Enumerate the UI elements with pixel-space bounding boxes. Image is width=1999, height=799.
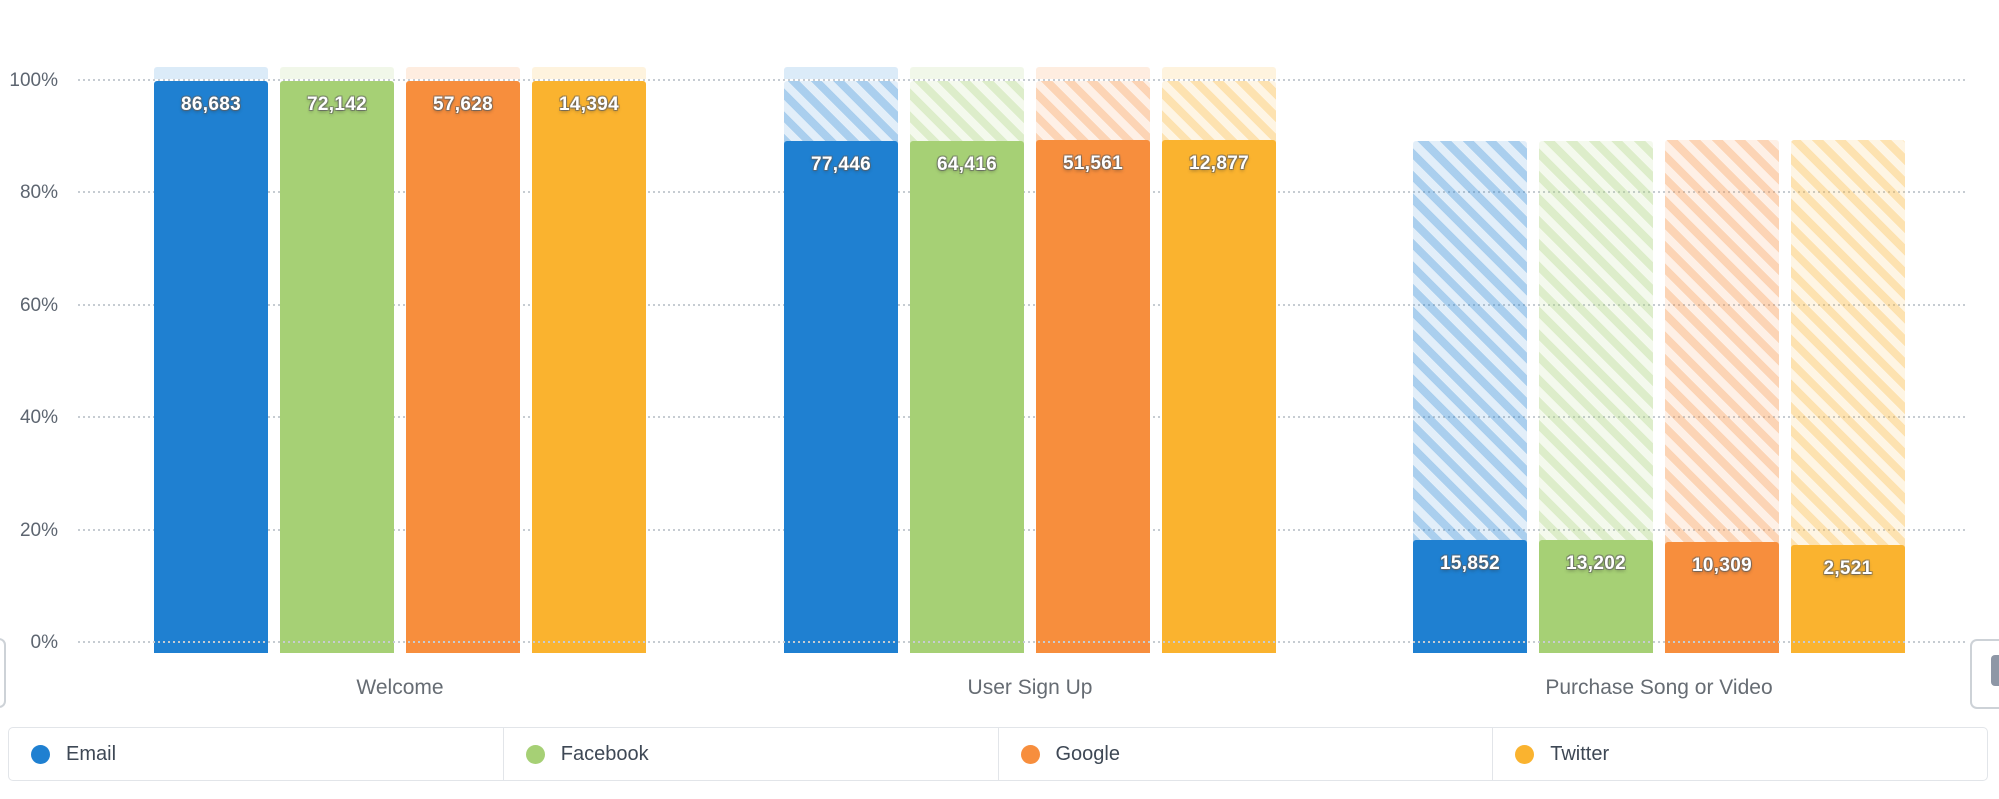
y-axis-tick-label: 80% [19,182,58,204]
bar-user-sign-up-facebook[interactable] [910,141,1024,653]
y-axis-tick-label: 20% [19,519,58,541]
bar-value-label-welcome-twitter: 14,394 [559,94,619,115]
bar-value-label-user-sign-up-facebook: 64,416 [937,154,997,176]
left-edge-scroll-button[interactable] [0,638,6,708]
y-axis-tick-label: 100% [9,70,58,91]
y-axis-tick-label: 40% [19,407,58,429]
drag-handle-icon [1991,655,1999,686]
bar-welcome-facebook[interactable] [280,81,394,653]
bar-dropoff-hatch-user-sign-up-google[interactable] [1036,81,1150,145]
bar-value-label-welcome-google: 57,628 [433,94,493,115]
bar-top-tint [1036,67,1150,79]
bar-dropoff-hatch-user-sign-up-email[interactable] [784,81,898,145]
bar-dropoff-hatch-user-sign-up-facebook[interactable] [910,81,1024,146]
bar-value-label-welcome-facebook: 72,142 [307,94,367,115]
bar-dropoff-hatch-user-sign-up-twitter[interactable] [1162,81,1276,145]
gridline [78,641,1968,643]
bar-value-label-welcome-email: 86,683 [181,94,241,115]
bar-purchase-song-or-video-twitter[interactable] [1791,544,1905,653]
bar-top-tint [280,67,394,79]
bar-top-tint [154,67,268,79]
bar-value-label-purchase-song-or-video-facebook: 13,202 [1566,553,1626,575]
legend-color-dot-icon [31,744,50,764]
bar-dropoff-hatch-purchase-song-or-video-facebook[interactable] [1539,141,1653,545]
bar-user-sign-up-google[interactable] [1036,140,1150,653]
legend-item-email[interactable]: Email [9,728,503,780]
legend-label: Email [66,742,117,765]
step-label-welcome: Welcome [356,676,444,699]
bar-purchase-song-or-video-email[interactable] [1413,540,1527,653]
legend-label: Twitter [1550,742,1610,765]
legend-item-twitter[interactable]: Twitter [1492,728,1987,780]
legend-color-dot-icon [1020,744,1040,764]
bar-purchase-song-or-video-facebook[interactable] [1539,540,1653,653]
bar-top-tint [1162,67,1276,79]
bar-welcome-twitter[interactable] [532,81,646,653]
bar-dropoff-hatch-purchase-song-or-video-google[interactable] [1665,140,1779,547]
bar-value-label-user-sign-up-twitter: 12,877 [1189,153,1249,175]
bar-welcome-google[interactable] [406,81,520,653]
bar-dropoff-hatch-purchase-song-or-video-twitter[interactable] [1791,140,1905,549]
bar-user-sign-up-email[interactable] [784,140,898,653]
bar-top-tint [784,67,898,79]
bar-value-label-user-sign-up-email: 77,446 [811,153,871,175]
bar-top-tint [910,67,1024,79]
bar-user-sign-up-twitter[interactable] [1162,140,1276,653]
y-axis-tick-label: 0% [30,632,58,653]
bar-welcome-email[interactable] [154,81,268,653]
bar-purchase-song-or-video-google[interactable] [1665,542,1779,653]
right-edge-scroll-button[interactable] [1970,639,1999,709]
bar-dropoff-hatch-purchase-song-or-video-email[interactable] [1413,140,1527,545]
legend-item-google[interactable]: Google [997,728,1493,780]
bar-top-tint [406,67,520,79]
bar-value-label-purchase-song-or-video-email: 15,852 [1440,553,1500,575]
step-label-purchase-song-or-video: Purchase Song or Video [1545,676,1773,699]
bar-value-label-purchase-song-or-video-google: 10,309 [1692,555,1752,577]
y-axis-tick-label: 60% [19,294,58,316]
legend-color-dot-icon [1515,744,1535,764]
bar-value-label-purchase-song-or-video-twitter: 2,521 [1823,557,1873,579]
step-label-user-sign-up: User Sign Up [967,676,1093,699]
gridline [78,79,1968,81]
bar-value-label-user-sign-up-google: 51,561 [1063,153,1123,175]
bar-top-tint [532,67,646,79]
legend: Email Facebook Google Twitter [8,727,1988,781]
legend-label: Google [1055,742,1121,765]
legend-color-dot-icon [525,744,545,764]
legend-item-facebook[interactable]: Facebook [502,728,998,780]
legend-label: Facebook [560,742,649,765]
